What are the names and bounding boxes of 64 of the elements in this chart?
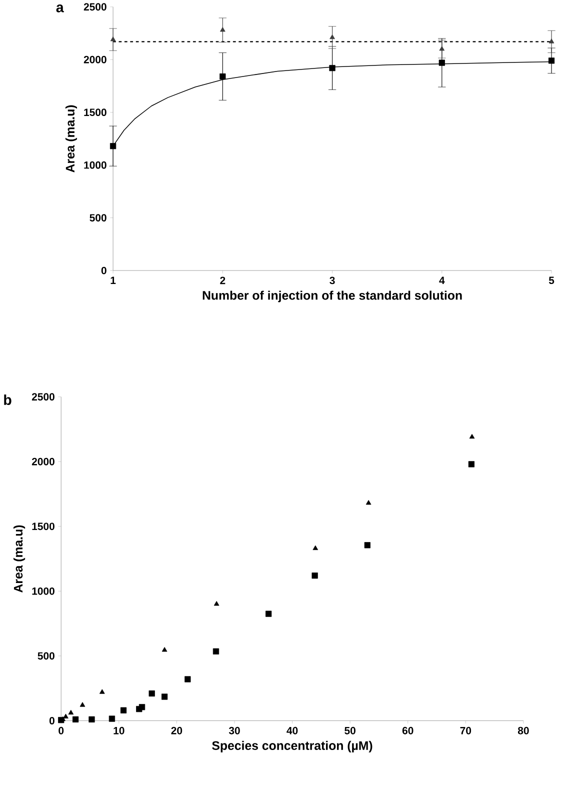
- point: [184, 676, 191, 682]
- point: [148, 690, 155, 697]
- point: [80, 702, 86, 707]
- x-tick-label: 40: [286, 726, 298, 734]
- y-tick-label: 2500: [32, 393, 54, 401]
- point: [312, 572, 318, 579]
- point: [120, 707, 126, 714]
- y-tick-label: 2000: [32, 458, 54, 466]
- y-tick-label: 500: [38, 652, 54, 660]
- point: [468, 461, 474, 468]
- point: [220, 73, 226, 80]
- point: [548, 58, 554, 64]
- chart-title: b: [4, 394, 12, 405]
- point: [214, 601, 220, 606]
- point: [212, 648, 219, 654]
- x-tick-label: 2: [220, 276, 226, 284]
- point: [108, 716, 115, 722]
- x-tick-label: 4: [439, 276, 445, 284]
- point: [58, 716, 64, 724]
- y-tick-label: 500: [90, 214, 106, 222]
- point: [548, 38, 554, 44]
- x-tick-label: 0: [58, 726, 64, 734]
- x-tick-label: 80: [518, 726, 529, 734]
- point: [220, 27, 226, 32]
- x-axis-title: Number of injection of the standard solution: [202, 290, 462, 302]
- y-tick-label: 2000: [84, 56, 106, 64]
- y-tick-label: 0: [101, 266, 106, 274]
- x-axis-title: Species concentration (µM): [212, 740, 372, 752]
- x-tick-label: 1: [110, 276, 116, 284]
- point: [438, 60, 445, 66]
- x-tick-label: 50: [344, 726, 356, 734]
- point: [161, 694, 168, 700]
- y-tick-label: 2500: [84, 3, 106, 11]
- y-axis-title: Area (ma.u): [13, 525, 25, 592]
- point: [110, 36, 116, 42]
- x-tick-label: 5: [548, 276, 554, 284]
- point: [72, 716, 79, 722]
- x-tick-label: 20: [171, 726, 182, 734]
- x-tick-label: 30: [228, 726, 240, 734]
- point: [330, 34, 335, 40]
- y-tick-label: 1000: [84, 161, 106, 169]
- x-tick-label: 10: [114, 726, 124, 734]
- point: [88, 716, 95, 722]
- point: [439, 46, 444, 51]
- point: [312, 545, 318, 550]
- chart-title: a: [56, 4, 64, 12]
- x-tick-label: 70: [460, 726, 471, 734]
- y-tick-label: 1500: [84, 108, 106, 116]
- point: [110, 143, 116, 150]
- point: [366, 500, 372, 505]
- y-tick-label: 1500: [32, 522, 54, 530]
- y-tick-label: 1000: [32, 587, 54, 595]
- point: [162, 647, 168, 652]
- point: [99, 689, 105, 694]
- point: [469, 434, 475, 439]
- point: [364, 542, 370, 548]
- x-tick-label: 60: [402, 726, 414, 734]
- point: [68, 710, 74, 715]
- point: [265, 610, 272, 617]
- x-tick-label: 3: [330, 276, 335, 284]
- point: [329, 64, 336, 72]
- y-tick-label: 0: [49, 716, 54, 724]
- point: [138, 704, 145, 710]
- y-axis-title: Area (ma.u): [65, 105, 77, 172]
